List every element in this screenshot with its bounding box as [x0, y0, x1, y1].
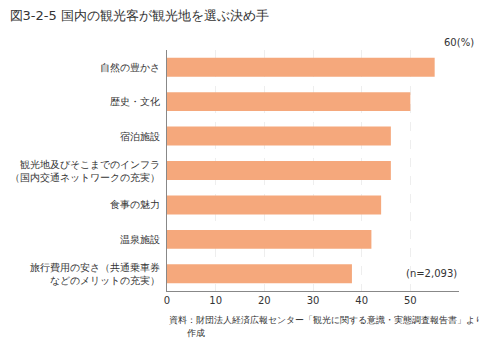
- svg-text:宿泊施設: 宿泊施設: [120, 131, 160, 142]
- svg-text:30: 30: [307, 295, 320, 306]
- svg-text:図3-2-5 国内の観光客が観光地を選ぶ決め手: 図3-2-5 国内の観光客が観光地を選ぶ決め手: [10, 8, 269, 23]
- svg-text:60(%): 60(%): [444, 37, 474, 48]
- svg-text:自然の豊かさ: 自然の豊かさ: [100, 62, 160, 73]
- svg-text:食事の魅力: 食事の魅力: [110, 199, 160, 210]
- svg-text:50: 50: [404, 295, 417, 306]
- svg-text:観光地及びそこまでのインフラ（国内交通ネットワークの充実）: 観光地及びそこまでのインフラ（国内交通ネットワークの充実）: [10, 159, 160, 183]
- svg-text:温泉施設: 温泉施設: [120, 234, 160, 245]
- svg-text:40: 40: [355, 295, 368, 306]
- svg-text:歴史・文化: 歴史・文化: [110, 96, 160, 107]
- svg-text:(n=2,093): (n=2,093): [406, 268, 457, 279]
- svg-text:0: 0: [164, 295, 170, 306]
- svg-text:作成: 作成: [169, 328, 205, 338]
- svg-text:資料：財団法人経済広報センター「観光に関する意識・実態調査報: 資料：財団法人経済広報センター「観光に関する意識・実態調査報告書」より: [169, 315, 479, 325]
- svg-text:旅行費用の安さ（共通乗車券などのメリットの充実）: 旅行費用の安さ（共通乗車券などのメリットの充実）: [30, 262, 160, 286]
- svg-text:20: 20: [258, 295, 271, 306]
- svg-text:10: 10: [209, 295, 222, 306]
